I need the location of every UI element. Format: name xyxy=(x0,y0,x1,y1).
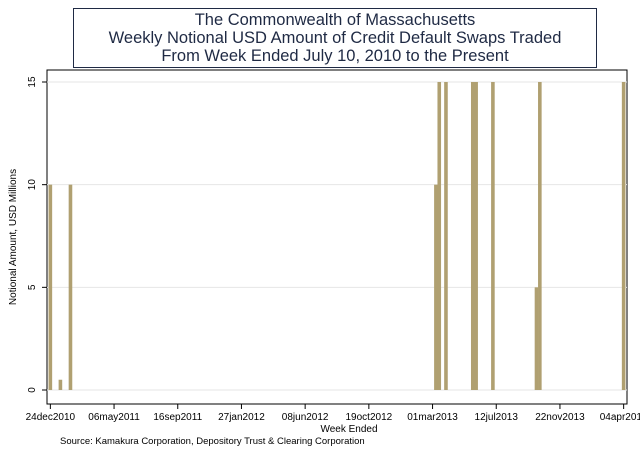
y-axis-label: Notional Amount, USD Millions xyxy=(8,169,19,305)
x-tick-label: 08jun2012 xyxy=(282,412,329,423)
x-tick-label: 22nov2013 xyxy=(535,412,585,423)
x-axis-label: Week Ended xyxy=(320,424,377,435)
x-tick-label: 06may2011 xyxy=(88,412,140,423)
bar xyxy=(58,379,63,390)
chart-title-line-1: The Commonwealth of Massachusetts xyxy=(194,11,476,29)
bar xyxy=(621,82,626,390)
bar xyxy=(538,82,542,390)
x-tick-label: 24dec2010 xyxy=(26,412,76,423)
source-note: Source: Kamakura Corporation, Depository… xyxy=(60,436,365,447)
bar xyxy=(474,82,478,390)
x-tick-label: 01mar2013 xyxy=(407,412,458,423)
bar xyxy=(68,184,73,390)
x-tick-label: 16sep2011 xyxy=(153,412,202,423)
y-tick-label: 0 xyxy=(27,387,38,393)
y-tick-label: 5 xyxy=(27,284,38,290)
chart-title-line-2: Weekly Notional USD Amount of Credit Def… xyxy=(108,29,562,47)
bar xyxy=(444,82,448,390)
x-tick-label: 04apr2014 xyxy=(600,412,640,423)
bar xyxy=(534,287,539,390)
y-tick-label: 10 xyxy=(27,179,38,191)
chart-title-line-3: From Week Ended July 10, 2010 to the Pre… xyxy=(161,47,509,65)
y-tick-label: 15 xyxy=(27,76,38,88)
x-tick-label: 12jul2013 xyxy=(475,412,519,423)
chart-title-box: The Commonwealth of Massachusetts Weekly… xyxy=(73,8,597,68)
x-tick-label: 19oct2012 xyxy=(345,412,392,423)
bar xyxy=(491,82,495,390)
plot-area xyxy=(46,69,628,405)
bar xyxy=(437,82,442,390)
x-tick-label: 27jan2012 xyxy=(218,412,265,423)
bar xyxy=(48,184,53,390)
bar xyxy=(434,184,438,390)
bar xyxy=(470,82,475,390)
